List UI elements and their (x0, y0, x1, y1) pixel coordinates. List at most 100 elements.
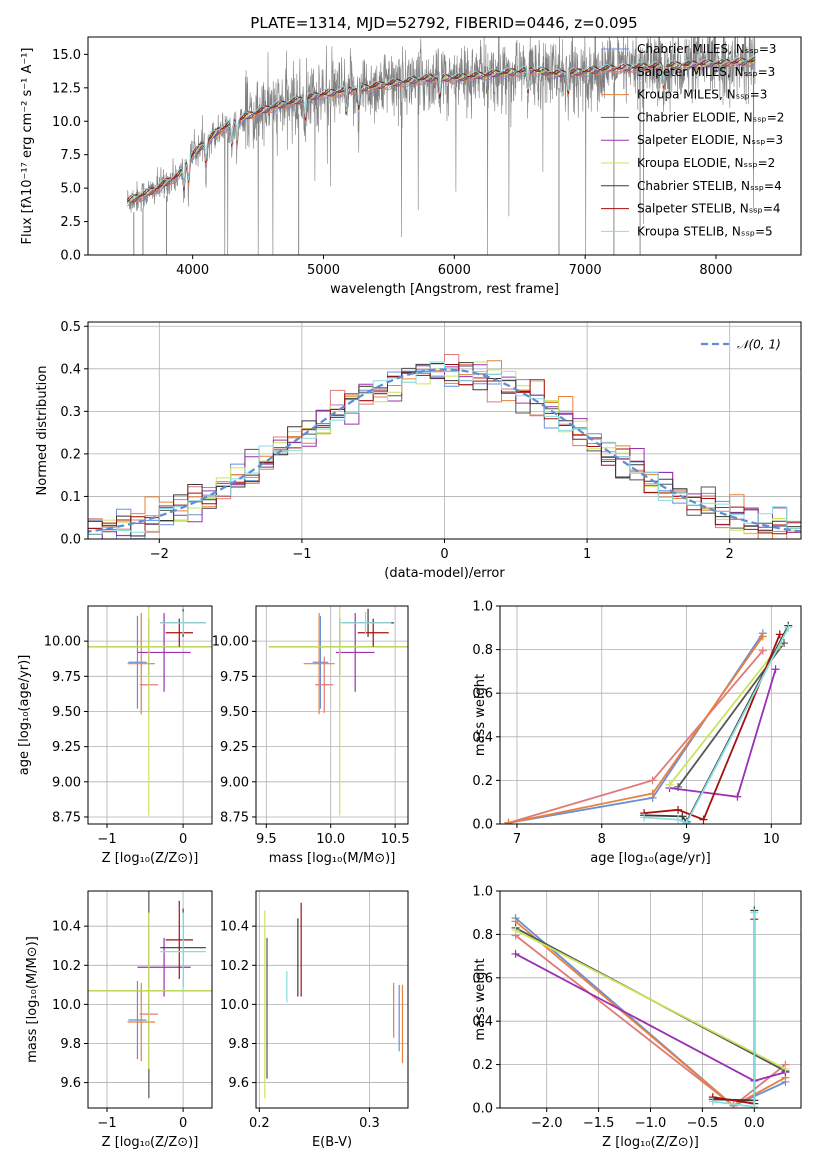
weight-vs-age-marker (784, 623, 793, 632)
age-vs-mass-xtick-label: 10.0 (316, 832, 345, 847)
weight-vs-age-xtick-label: 8 (598, 832, 606, 847)
weight-vs-Z-xtick-label: −1.0 (635, 1116, 667, 1131)
residuals-axes: −2 −1 0 1 2 0.0 0.1 0.2 0.3 0.4 0.5 (data-model)/er… (35, 320, 802, 581)
weight-vs-Z-xtick-label: −0.5 (687, 1116, 719, 1131)
weight-vs-age-plot-area (504, 621, 793, 824)
age-vs-Z-ytick-label: 9.25 (52, 740, 81, 755)
residuals-xtick-label: 2 (726, 547, 734, 562)
weight-vs-age-marker (699, 815, 708, 824)
age-vs-mass-xtick-label: 9.5 (256, 832, 277, 847)
legend-entry: Salpeter MILES, Nₛₛₚ=3 (637, 65, 775, 79)
mass-vs-ebv-ytick-label: 10.4 (220, 920, 249, 935)
weight-vs-Z-marker (511, 949, 520, 958)
age-vs-Z-ylabel: age [log₁₀(age/yr)] (17, 655, 32, 776)
mass-vs-Z-ytick-label: 10.4 (52, 920, 81, 935)
legend-entry: Chabrier ELODIE, Nₛₛₚ=2 (637, 110, 784, 124)
weight-vs-age-marker (780, 639, 789, 648)
weight-vs-age-marker (648, 776, 657, 785)
age-vs-mass-plot-area (268, 606, 408, 816)
age-vs-Z-ytick-label: 9.00 (52, 775, 81, 790)
weight-vs-age-series-line (644, 627, 790, 824)
legend-entry: Salpeter STELIB, Nₛₛₚ=4 (637, 202, 781, 216)
residuals-plot-area (88, 354, 801, 539)
residuals-xtick-label: −1 (292, 547, 311, 562)
age-vs-mass-ytick-label: 10.00 (212, 635, 249, 650)
weight-vs-age-marker (758, 646, 767, 655)
mass-vs-Z-ytick-label: 10.0 (52, 998, 81, 1013)
legend-entry: Kroupa MILES, Nₛₛₚ=3 (637, 88, 767, 102)
mass-vs-ebv-frame (255, 890, 409, 1109)
weight-vs-Z-marker (750, 908, 759, 917)
weight-vs-age-marker (640, 813, 649, 822)
spectrum-xtick-label: 6000 (438, 263, 471, 278)
age-vs-mass-ytick-label: 8.75 (220, 810, 249, 825)
age-vs-mass-ytick-label: 9.00 (220, 775, 249, 790)
weight-vs-age-ylabel: mass weight (473, 674, 488, 756)
weight-vs-Z-series-line (712, 910, 756, 1102)
mass-vs-ebv-axes: 0.2 0.3 9.6 9.8 10.0 10.2 10.4 E(B-V) (220, 890, 409, 1150)
weight-vs-Z-ytick-label: 0.6 (472, 971, 493, 986)
weight-vs-Z-marker (781, 1064, 790, 1073)
weight-vs-age-series-line (668, 644, 781, 786)
histogram-step (88, 361, 801, 539)
mass-vs-ebv-ytick-label: 9.6 (228, 1076, 249, 1091)
weight-vs-age-marker (678, 812, 687, 821)
mass-vs-Z-xtick-label: 0 (179, 1116, 187, 1131)
age-vs-Z-frame (87, 605, 213, 825)
age-vs-Z-axes: −1 0 8.75 9.00 9.25 9.50 9.75 10.00 Z [log₁₀(Z/Z… (17, 605, 213, 866)
age-vs-Z-ytick-label: 9.75 (52, 670, 81, 685)
legend-entry: Kroupa ELODIE, Nₛₛₚ=2 (637, 156, 775, 170)
mass-vs-ebv-ytick-label: 10.2 (220, 959, 249, 974)
legend-entry: Salpeter ELODIE, Nₛₛₚ=3 (637, 133, 783, 147)
mass-vs-Z-ytick-label: 10.2 (52, 959, 81, 974)
weight-vs-age-xlabel: age [log₁₀(age/yr)] (590, 851, 711, 866)
spectrum-xlabel: wavelength [Angstrom, rest frame] (330, 282, 559, 297)
weight-vs-Z-series-line (515, 929, 786, 1070)
weight-vs-Z-ylabel: mass weight (473, 958, 488, 1040)
age-vs-Z-ytick-label: 8.75 (52, 810, 81, 825)
mass-vs-ebv-xtick-label: 0.3 (359, 1116, 380, 1131)
mass-vs-Z-plot-area (88, 891, 212, 1099)
spectrum-model-line (126, 55, 756, 198)
age-vs-mass-ytick-label: 9.75 (220, 670, 249, 685)
age-vs-mass-ytick-label: 9.50 (220, 705, 249, 720)
weight-vs-Z-marker (708, 1097, 717, 1106)
weight-vs-age-marker (504, 818, 513, 824)
weight-vs-Z-xtick-label: 0.0 (744, 1116, 765, 1131)
weight-vs-Z-axes: −2.0 −1.5 −1.0 −0.5 0.0 0.0 0.2 0.4 0.6 0.8 1.0 Z [… (472, 885, 802, 1150)
residuals-ylabel: Normed distribution (35, 366, 50, 496)
mass-vs-Z-xlabel: Z [log₁₀(Z/Z⊙)] (102, 1135, 199, 1150)
spectrum-ytick-label: 2.5 (60, 215, 81, 230)
weight-vs-age-marker (733, 792, 742, 801)
legend-entry: Chabrier STELIB, Nₛₛₚ=4 (637, 179, 782, 193)
residuals-ytick-label: 0.5 (60, 320, 81, 335)
weight-vs-age-ytick-label: 0.2 (472, 774, 493, 789)
weight-vs-Z-xtick-label: −1.5 (583, 1116, 615, 1131)
normal-pdf-curve (88, 368, 801, 533)
age-vs-mass-frame (255, 605, 409, 825)
weight-vs-age-frame (499, 605, 802, 825)
mass-vs-Z-axes: −1 0 9.6 9.8 10.0 10.2 10.4 Z [log₁₀(Z/Z⊙)] mass… (25, 890, 213, 1150)
mass-vs-Z-frame (87, 890, 213, 1109)
weight-vs-age-marker (758, 632, 767, 641)
residuals-ytick-label: 0.1 (60, 490, 81, 505)
mass-vs-ebv-xtick-label: 0.2 (249, 1116, 270, 1131)
weight-vs-Z-marker (750, 1102, 759, 1108)
spectrum-plot-area (126, 37, 756, 255)
weight-vs-age-marker (682, 818, 691, 824)
weight-vs-Z-ytick-label: 0.2 (472, 1058, 493, 1073)
spectrum-axes: 4000 5000 6000 7000 8000 0.0 2.5 5.0 7.5 10.0 12.5… (20, 36, 802, 297)
age-vs-Z-xtick-label: 0 (179, 832, 187, 847)
weight-vs-age-marker (771, 665, 780, 674)
weight-vs-age-ytick-label: 0.4 (472, 730, 493, 745)
weight-vs-Z-ytick-label: 0.0 (472, 1102, 493, 1117)
weight-vs-Z-ytick-label: 1.0 (472, 885, 493, 900)
spectrum-ytick-label: 12.5 (52, 81, 81, 96)
residuals-xtick-label: 1 (583, 547, 591, 562)
weight-vs-age-series-line (644, 625, 790, 824)
spectrum-xtick-label: 5000 (307, 263, 340, 278)
mass-vs-ebv-ytick-label: 9.8 (228, 1037, 249, 1052)
spectrum-xtick-label: 8000 (699, 263, 732, 278)
legend-entry: Chabrier MILES, Nₛₛₚ=3 (637, 42, 777, 56)
